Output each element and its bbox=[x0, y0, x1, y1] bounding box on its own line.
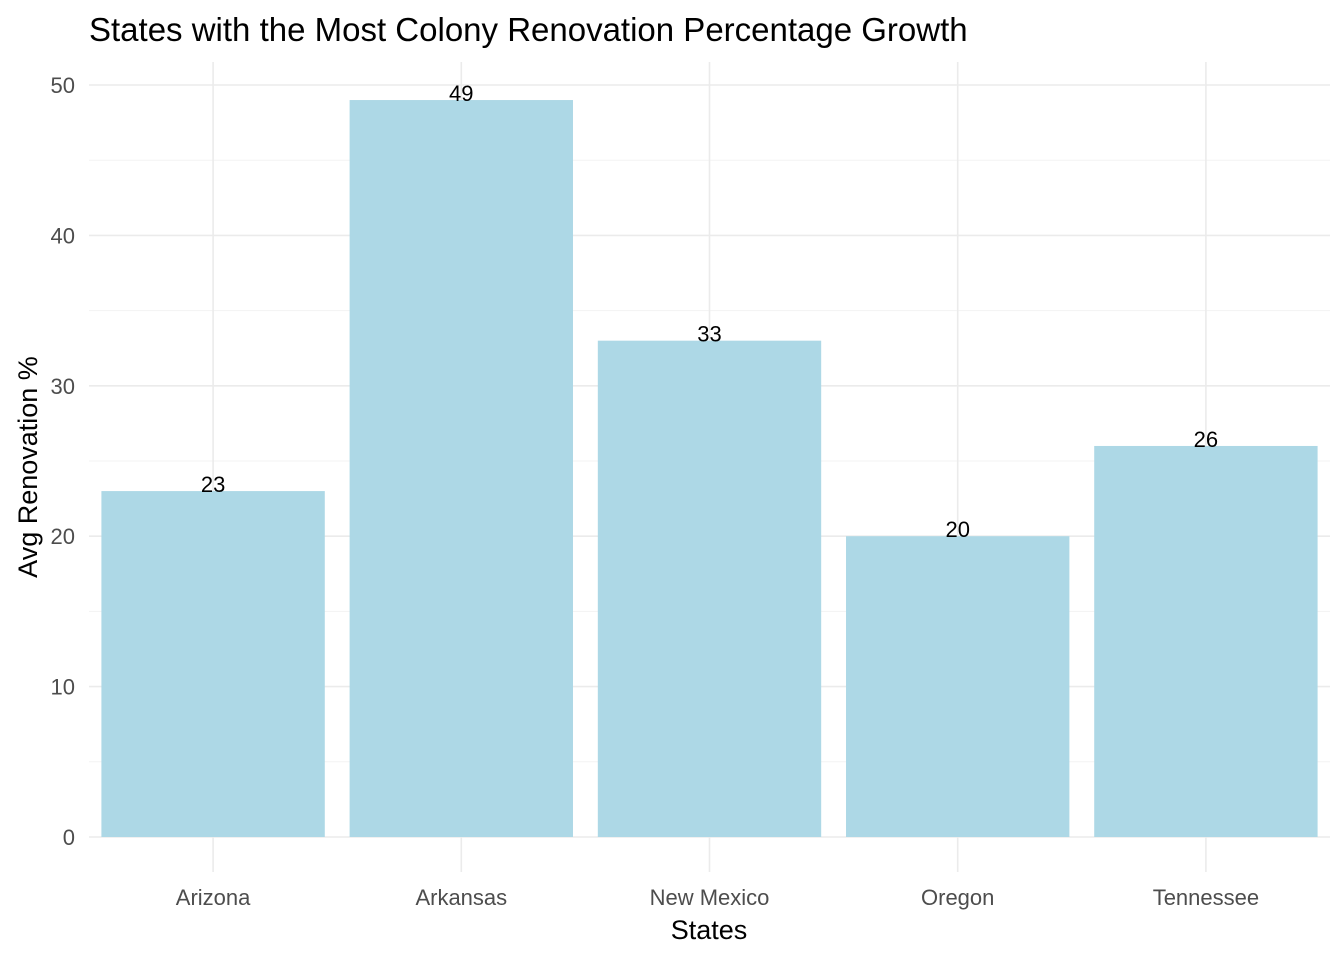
x-axis-title: States bbox=[671, 915, 748, 945]
bar-oregon bbox=[846, 536, 1070, 837]
y-tick-label: 20 bbox=[51, 524, 75, 549]
y-tick-label: 30 bbox=[51, 374, 75, 399]
y-axis-ticks: 0 10 20 30 40 50 bbox=[51, 73, 75, 850]
chart-title: States with the Most Colony Renovation P… bbox=[89, 11, 968, 48]
y-tick-label: 50 bbox=[51, 73, 75, 98]
bar-labels-group: 23 49 33 20 26 bbox=[201, 81, 1218, 542]
x-tick-label: Arizona bbox=[176, 885, 251, 910]
bars-group bbox=[101, 100, 1318, 838]
bar-new-mexico bbox=[597, 340, 822, 837]
bar-value-label: 33 bbox=[697, 322, 721, 347]
bar-arizona bbox=[101, 491, 325, 837]
x-tick-label: Tennessee bbox=[1153, 885, 1259, 910]
y-tick-label: 0 bbox=[63, 825, 75, 850]
bar-value-label: 23 bbox=[201, 472, 225, 497]
y-axis-title: Avg Renovation % bbox=[13, 356, 43, 578]
bar-tennessee bbox=[1094, 445, 1318, 837]
y-tick-label: 40 bbox=[51, 223, 75, 248]
y-tick-label: 10 bbox=[51, 675, 75, 700]
bar-value-label: 20 bbox=[945, 517, 969, 542]
bar-value-label: 49 bbox=[449, 81, 473, 106]
x-tick-label: Oregon bbox=[921, 885, 994, 910]
x-tick-label: Arkansas bbox=[415, 885, 507, 910]
x-tick-label: New Mexico bbox=[650, 885, 770, 910]
bar-arkansas bbox=[349, 100, 573, 838]
x-axis-ticks: Arizona Arkansas New Mexico Oregon Tennessee bbox=[176, 885, 1259, 910]
bar-value-label: 26 bbox=[1194, 427, 1218, 452]
